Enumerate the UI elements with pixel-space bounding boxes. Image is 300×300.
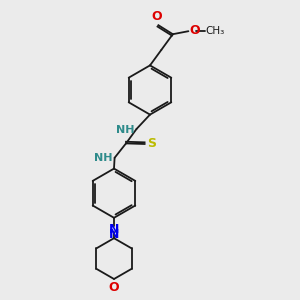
Text: S: S [148,137,157,150]
Text: CH₃: CH₃ [206,26,225,36]
Text: O: O [189,24,200,37]
Text: O: O [109,281,119,294]
Text: N: N [109,228,119,241]
Text: NH: NH [116,124,134,135]
Text: N: N [109,224,119,236]
Text: O: O [151,11,162,23]
Text: NH: NH [94,153,112,164]
